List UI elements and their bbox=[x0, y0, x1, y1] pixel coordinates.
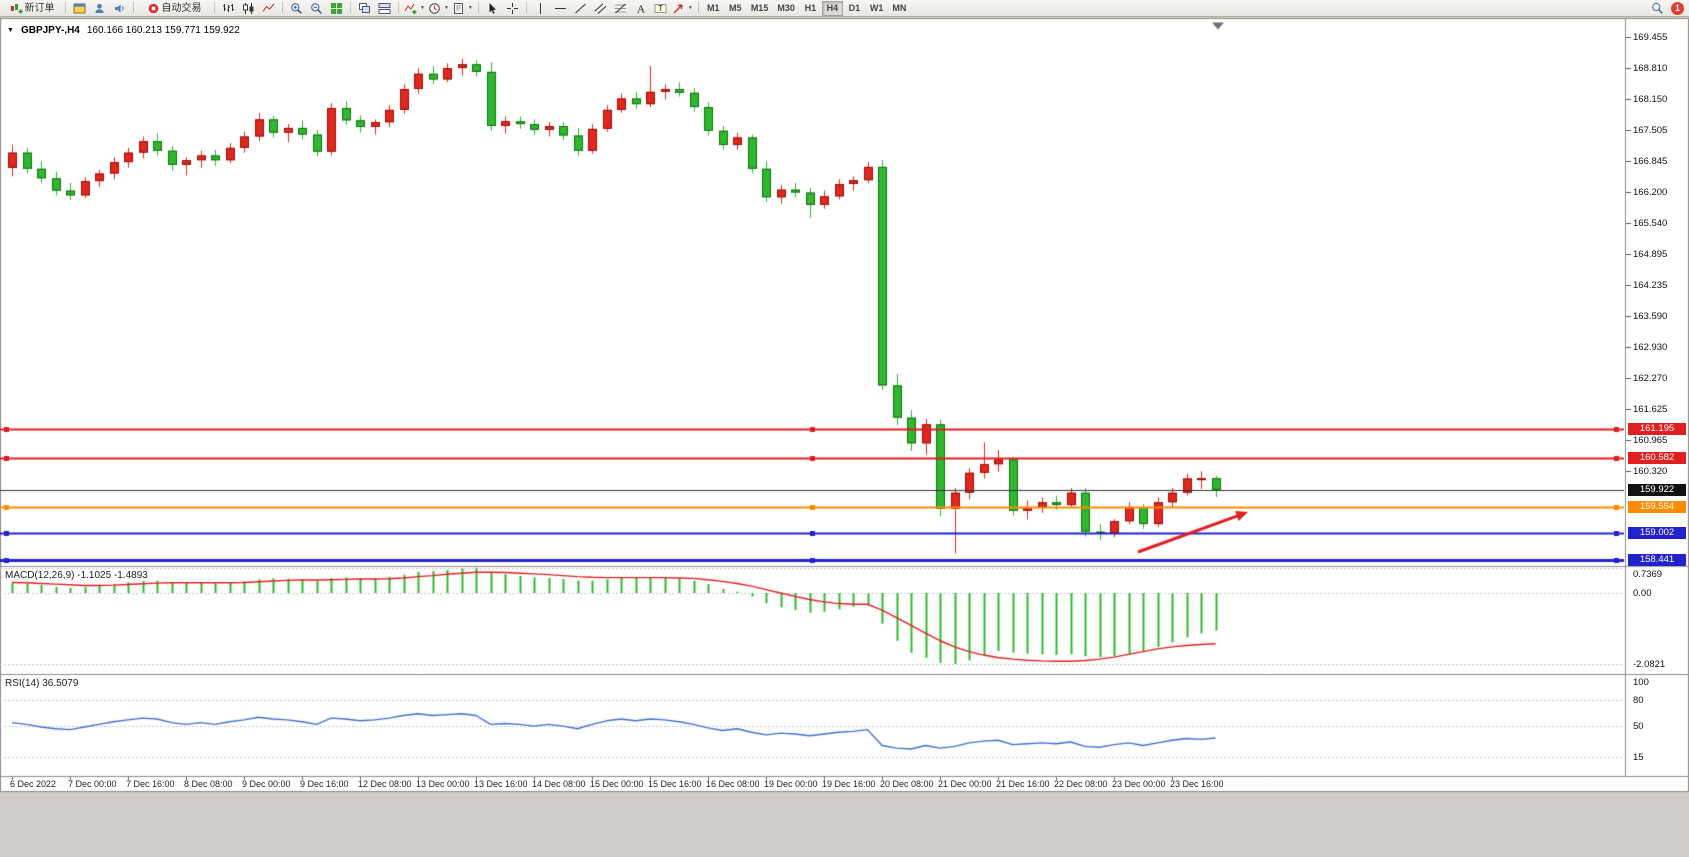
cascade-windows-button[interactable] bbox=[355, 1, 374, 16]
market-watch-icon bbox=[95, 3, 104, 13]
periods-clock-icon bbox=[429, 2, 440, 14]
horizontal-line-icon bbox=[554, 7, 566, 9]
horizontal-line-button[interactable] bbox=[551, 1, 570, 16]
arrange-windows-button[interactable] bbox=[375, 1, 394, 16]
toolbar-separator bbox=[398, 2, 399, 14]
toolbar-separator bbox=[214, 2, 215, 14]
macd-indicator-label: MACD(12,26,9) -1.1025 -1.4893 bbox=[5, 570, 148, 581]
candlestick-chart-icon bbox=[243, 2, 254, 14]
templates-icon bbox=[453, 2, 463, 14]
bar-chart-icon bbox=[223, 3, 234, 12]
channel-icon bbox=[594, 2, 607, 14]
text-button[interactable]: A bbox=[631, 1, 650, 16]
timeframe-h1-button[interactable]: H1 bbox=[800, 1, 821, 16]
auto-trading-button[interactable]: 自动交易 bbox=[138, 1, 210, 16]
text-icon: A bbox=[637, 3, 645, 15]
toolbar-separator bbox=[697, 2, 699, 14]
sound-button[interactable] bbox=[110, 1, 129, 16]
indicators-icon bbox=[404, 3, 417, 14]
search-button[interactable] bbox=[1648, 1, 1667, 16]
arrows-tool-icon bbox=[673, 3, 683, 13]
sound-icon bbox=[115, 4, 124, 12]
new-order-button[interactable]: 新订单 bbox=[3, 1, 61, 16]
timeframe-m1-button[interactable]: M1 bbox=[703, 1, 724, 16]
cursor-icon bbox=[489, 2, 496, 14]
toolbar: 新订单 自动交易 ▼ bbox=[0, 0, 1689, 17]
timeframe-m30-button[interactable]: M30 bbox=[773, 1, 799, 16]
crosshair-button[interactable] bbox=[503, 1, 522, 16]
rsi-indicator-label: RSI(14) 36.5079 bbox=[5, 678, 79, 689]
zoom-in-icon bbox=[291, 2, 302, 14]
auto-trading-icon bbox=[148, 3, 158, 13]
arrange-windows-icon bbox=[378, 2, 391, 14]
tile-windows-button[interactable] bbox=[327, 1, 346, 16]
bar-chart-button[interactable] bbox=[219, 1, 238, 16]
charts-window-button[interactable] bbox=[70, 1, 89, 16]
trendline-button[interactable] bbox=[571, 1, 590, 16]
vertical-line-icon bbox=[539, 2, 541, 14]
timeframe-h4-button[interactable]: H4 bbox=[821, 0, 843, 16]
templates-button[interactable]: ▼ bbox=[451, 1, 474, 16]
fibonacci-button[interactable] bbox=[611, 1, 630, 16]
timeframe-w1-button[interactable]: W1 bbox=[866, 1, 888, 16]
symbol-title: GBPJPY-,H4 bbox=[20, 25, 80, 36]
cursor-button[interactable] bbox=[483, 1, 502, 16]
cascade-windows-icon bbox=[359, 2, 370, 13]
symbol-expand-icon[interactable]: ▼ bbox=[7, 27, 14, 34]
zoom-in-button[interactable] bbox=[287, 1, 306, 16]
channel-button[interactable] bbox=[591, 1, 610, 16]
chevron-down-icon: ▼ bbox=[420, 5, 425, 11]
svg-text:T: T bbox=[658, 4, 663, 13]
new-order-icon bbox=[10, 3, 23, 13]
tile-windows-icon bbox=[331, 2, 342, 14]
timeframe-m5-button[interactable]: M5 bbox=[725, 1, 746, 16]
symbol-header: ▼ GBPJPY-,H4 160.166 160.213 159.771 159… bbox=[7, 25, 240, 36]
line-chart-icon bbox=[262, 3, 275, 12]
chevron-down-icon: ▼ bbox=[443, 5, 449, 11]
timeframe-mn-button[interactable]: MN bbox=[888, 1, 910, 16]
svg-text:A: A bbox=[637, 3, 645, 15]
periods-button[interactable]: ▼ bbox=[427, 1, 450, 16]
auto-trading-label: 自动交易 bbox=[161, 2, 202, 14]
charts-window-icon bbox=[73, 3, 86, 13]
toolbar-separator bbox=[350, 2, 351, 14]
zoom-out-button[interactable] bbox=[307, 1, 326, 16]
trendline-icon bbox=[575, 3, 586, 13]
toolbar-right: 1 bbox=[1648, 1, 1686, 16]
chevron-down-icon: ▼ bbox=[687, 5, 693, 11]
arrows-button[interactable]: ▼ bbox=[671, 1, 694, 16]
label-button[interactable]: T bbox=[651, 1, 670, 16]
ohlc-values: 160.166 160.213 159.771 159.922 bbox=[86, 25, 240, 36]
vertical-line-button[interactable] bbox=[531, 1, 550, 16]
zoom-out-icon bbox=[311, 2, 322, 14]
search-icon bbox=[1652, 2, 1663, 14]
fibonacci-icon bbox=[614, 3, 626, 13]
timeframe-d1-button[interactable]: D1 bbox=[844, 1, 865, 16]
candlestick-chart-button[interactable] bbox=[239, 1, 258, 16]
toolbar-separator bbox=[282, 2, 283, 14]
toolbar-separator bbox=[65, 2, 66, 14]
new-order-label: 新订单 bbox=[24, 2, 55, 14]
toolbar-separator bbox=[133, 2, 134, 14]
toolbar-separator bbox=[477, 2, 479, 14]
label-icon: T bbox=[654, 3, 667, 13]
market-watch-button[interactable] bbox=[90, 1, 109, 16]
crosshair-icon bbox=[506, 2, 518, 14]
chevron-down-icon: ▼ bbox=[467, 5, 473, 11]
notification-badge[interactable]: 1 bbox=[1671, 1, 1684, 15]
toolbar-separator bbox=[525, 2, 527, 14]
indicators-button[interactable]: ▼ bbox=[403, 1, 426, 16]
timeframe-m15-button[interactable]: M15 bbox=[747, 1, 773, 16]
line-chart-button[interactable] bbox=[259, 1, 278, 16]
